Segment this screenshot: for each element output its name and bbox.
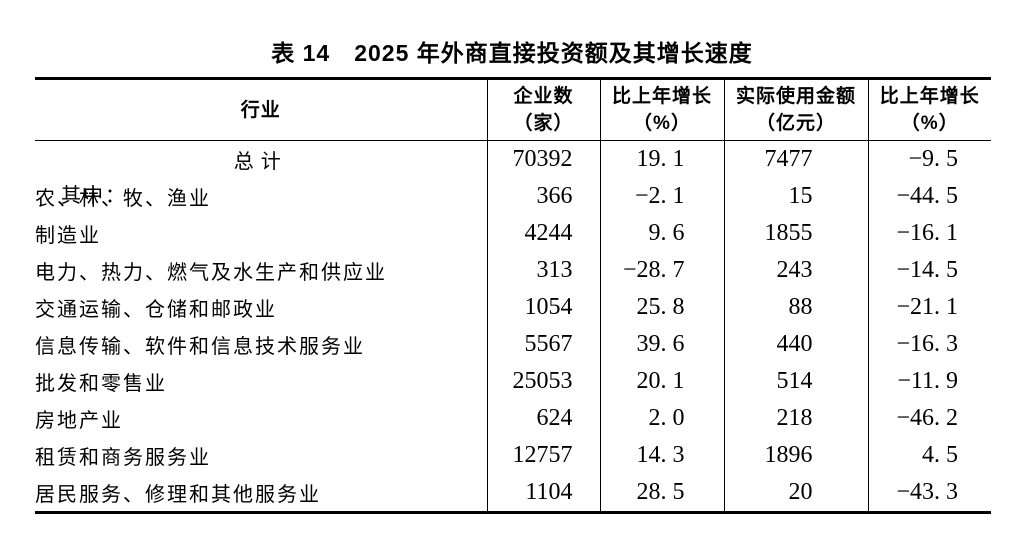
enterprises-growth-cell: 2. 0 — [599, 400, 724, 437]
industry-cell: 其中： 农、林、牧、渔业 — [35, 178, 487, 215]
enterprises-cell: 5567 — [486, 326, 600, 363]
industry-cell: 房地产业 — [35, 410, 123, 432]
amount-growth-cell: −16. 1 — [867, 215, 991, 252]
table-row: 居民服务、修理和其他服务业 1104 28. 5 20 −43. 3 — [35, 474, 991, 513]
enterprises-growth-cell: 9. 6 — [599, 215, 724, 252]
amount-growth-cell: −43. 3 — [867, 474, 991, 513]
table-row: 批发和零售业 25053 20. 1 514 −11. 9 — [35, 363, 991, 400]
enterprises-growth-cell: 25. 8 — [599, 289, 724, 326]
table-row: 信息传输、软件和信息技术服务业 5567 39. 6 440 −16. 3 — [35, 326, 991, 363]
enterprises-cell: 70392 — [486, 140, 600, 178]
header-amount-line2: （亿元） — [755, 113, 836, 134]
enterprises-growth-cell: 14. 3 — [599, 437, 724, 474]
amount-growth-cell: −16. 3 — [867, 326, 991, 363]
among-which-prefix: 其中： — [61, 185, 127, 207]
amount-cell: 7477 — [723, 140, 868, 178]
amount-cell: 218 — [723, 400, 868, 437]
header-enterprises-line1: 企业数 — [513, 86, 574, 107]
industry-label: 农、林、牧、渔业 — [35, 188, 211, 210]
industry-cell: 居民服务、修理和其他服务业 — [35, 484, 321, 506]
enterprises-growth-cell: −2. 1 — [599, 178, 724, 215]
table-row: 其中： 农、林、牧、渔业 366 −2. 1 15 −44. 5 — [35, 178, 991, 215]
fdi-table: 行业 企业数 （家） 比上年增长 （%） 实际使用金额 （亿元） 比上年增长 （… — [35, 77, 991, 514]
amount-growth-cell: −46. 2 — [867, 400, 991, 437]
industry-cell: 交通运输、仓储和邮政业 — [35, 299, 277, 321]
enterprises-cell: 12757 — [486, 437, 600, 474]
table-row: 电力、热力、燃气及水生产和供应业 313 −28. 7 243 −14. 5 — [35, 252, 991, 289]
amount-cell: 243 — [723, 252, 868, 289]
enterprises-cell: 1104 — [486, 474, 600, 513]
amount-cell: 15 — [723, 178, 868, 215]
header-enterprises-growth-line2: （%） — [633, 113, 691, 134]
header-enterprises-line2: （家） — [513, 113, 574, 134]
enterprises-growth-cell: −28. 7 — [599, 252, 724, 289]
table-row: 交通运输、仓储和邮政业 1054 25. 8 88 −21. 1 — [35, 289, 991, 326]
table-row: 租赁和商务服务业 12757 14. 3 1896 4. 5 — [35, 437, 991, 474]
enterprises-growth-cell: 19. 1 — [599, 140, 724, 178]
amount-cell: 20 — [723, 474, 868, 513]
industry-cell: 电力、热力、燃气及水生产和供应业 — [35, 262, 387, 284]
table-title: 表 14 2025 年外商直接投资额及其增长速度 — [271, 40, 753, 66]
header-industry-label: 行业 — [240, 99, 281, 121]
industry-cell: 总计 — [233, 151, 288, 173]
amount-cell: 514 — [723, 363, 868, 400]
table-header-row: 行业 企业数 （家） 比上年增长 （%） 实际使用金额 （亿元） 比上年增长 （… — [35, 78, 991, 141]
header-enterprises: 企业数 （家） — [486, 78, 600, 141]
amount-growth-cell: −14. 5 — [867, 252, 991, 289]
enterprises-cell: 25053 — [486, 363, 600, 400]
industry-cell: 租赁和商务服务业 — [35, 447, 211, 469]
enterprises-cell: 4244 — [486, 215, 600, 252]
header-amount-line1: 实际使用金额 — [735, 86, 856, 107]
enterprises-growth-cell: 20. 1 — [599, 363, 724, 400]
table-row: 总计 70392 19. 1 7477 −9. 5 — [35, 140, 991, 178]
table-row: 房地产业 624 2. 0 218 −46. 2 — [35, 400, 991, 437]
amount-growth-cell: −21. 1 — [867, 289, 991, 326]
header-industry: 行业 — [35, 78, 487, 141]
enterprises-cell: 313 — [486, 252, 600, 289]
industry-cell: 信息传输、软件和信息技术服务业 — [35, 336, 365, 358]
amount-cell: 1855 — [723, 215, 868, 252]
header-amount-growth: 比上年增长 （%） — [867, 78, 991, 141]
table-row: 制造业 4244 9. 6 1855 −16. 1 — [35, 215, 991, 252]
amount-cell: 1896 — [723, 437, 868, 474]
enterprises-cell: 366 — [486, 178, 600, 215]
amount-growth-cell: −44. 5 — [867, 178, 991, 215]
industry-cell: 批发和零售业 — [35, 373, 167, 395]
enterprises-cell: 624 — [486, 400, 600, 437]
header-amount: 实际使用金额 （亿元） — [723, 78, 868, 141]
enterprises-cell: 1054 — [486, 289, 600, 326]
amount-growth-cell: −11. 9 — [867, 363, 991, 400]
amount-cell: 440 — [723, 326, 868, 363]
enterprises-growth-cell: 39. 6 — [599, 326, 724, 363]
industry-cell: 制造业 — [35, 225, 101, 247]
enterprises-growth-cell: 28. 5 — [599, 474, 724, 513]
amount-growth-cell: −9. 5 — [867, 140, 991, 178]
header-enterprises-growth-line1: 比上年增长 — [611, 86, 712, 107]
header-amount-growth-line1: 比上年增长 — [879, 86, 980, 107]
header-enterprises-growth: 比上年增长 （%） — [599, 78, 724, 141]
amount-growth-cell: 4. 5 — [867, 437, 991, 474]
header-amount-growth-line2: （%） — [900, 113, 959, 134]
amount-cell: 88 — [723, 289, 868, 326]
